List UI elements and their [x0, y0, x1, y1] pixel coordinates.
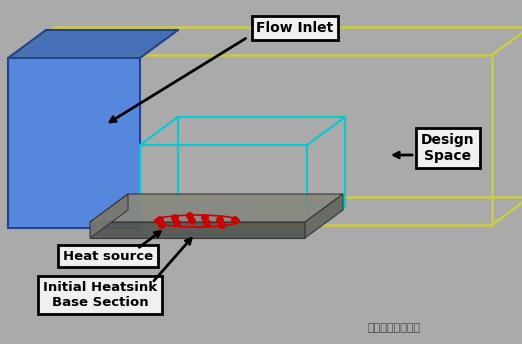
Circle shape	[217, 217, 223, 223]
Circle shape	[232, 217, 238, 223]
Text: Design
Space: Design Space	[421, 133, 475, 163]
Circle shape	[174, 220, 180, 226]
Text: Initial Heatsink
Base Section: Initial Heatsink Base Section	[43, 281, 157, 309]
Circle shape	[159, 222, 165, 228]
Text: Heat source: Heat source	[63, 249, 153, 262]
Polygon shape	[90, 194, 343, 222]
Circle shape	[157, 217, 163, 223]
Circle shape	[202, 215, 208, 221]
Polygon shape	[8, 30, 178, 58]
Polygon shape	[305, 194, 343, 238]
Text: Flow Inlet: Flow Inlet	[256, 21, 334, 35]
Circle shape	[187, 213, 193, 219]
Text: 增材制造创新设计: 增材制造创新设计	[367, 323, 420, 333]
Circle shape	[172, 215, 178, 221]
Polygon shape	[90, 222, 305, 238]
Circle shape	[219, 222, 225, 228]
Circle shape	[204, 220, 210, 226]
Polygon shape	[8, 58, 140, 228]
Polygon shape	[90, 194, 128, 238]
Circle shape	[189, 218, 195, 224]
